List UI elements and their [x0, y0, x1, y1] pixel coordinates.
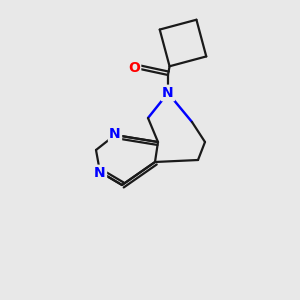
Text: O: O [128, 61, 140, 75]
Text: N: N [109, 127, 121, 141]
Text: N: N [162, 86, 174, 100]
Text: N: N [94, 166, 106, 180]
